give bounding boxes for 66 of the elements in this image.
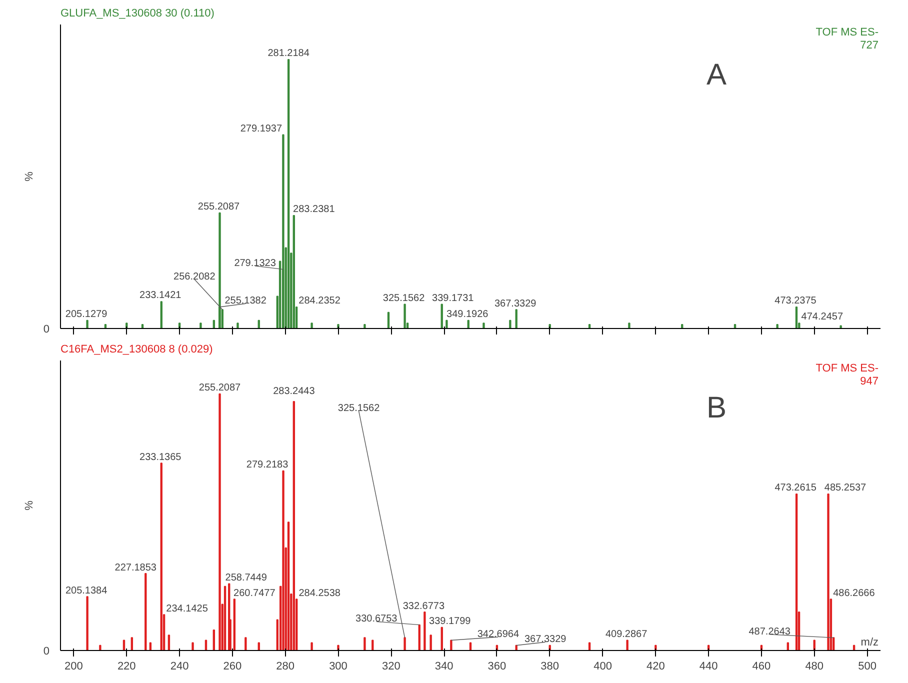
x-tick-label: 300 — [329, 660, 348, 672]
annotation: 233.1421 — [140, 290, 182, 302]
text: 727 — [860, 40, 879, 52]
annotation: 339.1731 — [432, 292, 474, 304]
y-axis-title: % — [23, 171, 36, 182]
x-tick-label: 360 — [488, 660, 506, 672]
annotation: 281.2184 — [268, 48, 310, 60]
x-tick-label: 240 — [170, 660, 189, 672]
x-tick-label: 500 — [858, 660, 876, 672]
annotation: 227.1853 — [114, 562, 157, 574]
annotation: 332.6773 — [402, 600, 445, 612]
x-tick-label: 220 — [117, 660, 136, 672]
x-tick-label: 340 — [434, 660, 454, 672]
annotation: 367.3329 — [494, 298, 537, 310]
x-tick-label: 440 — [699, 660, 718, 672]
annotation: 279.2183 — [246, 460, 289, 471]
annotation: 474.2457 — [801, 312, 844, 323]
x-tick-label: 380 — [540, 660, 560, 672]
x-axis-title: m/z — [860, 636, 879, 648]
chart-title: GLUFA_MS_130608 30 (0.110) — [60, 8, 214, 20]
annotation: 283.2443 — [273, 386, 316, 398]
text: 0 — [43, 324, 50, 336]
annotation: 234.1425 — [166, 603, 208, 614]
annotation: 349.1926 — [446, 309, 489, 320]
text: TOF MS ES- — [816, 362, 879, 374]
annotation: 256.2082 — [174, 271, 216, 282]
annotation: 283.2381 — [293, 204, 336, 216]
text: TOF MS ES- — [816, 26, 879, 38]
x-tick-label: 260 — [223, 660, 242, 672]
x-tick-label: 280 — [276, 660, 295, 672]
annotation: 367.3329 — [524, 634, 567, 646]
annotation: 486.2666 — [833, 588, 876, 599]
annotation: 279.1937 — [240, 123, 282, 134]
x-tick-label: 420 — [646, 660, 665, 672]
x-tick-label: 320 — [382, 660, 400, 672]
annotation: 342.6964 — [477, 629, 520, 640]
annotation: 260.7477 — [234, 588, 276, 599]
annotation: 233.1365 — [140, 452, 182, 463]
chart-title: C16FA_MS2_130608 8 (0.029) — [60, 344, 213, 356]
annotation: 473.2375 — [774, 296, 817, 307]
annotation: 255.2087 — [198, 382, 242, 394]
annotation: 205.1279 — [65, 309, 108, 320]
annotation: 330.6753 — [356, 614, 398, 625]
annotation: 284.2352 — [298, 296, 341, 307]
annotation: 485.2537 — [824, 482, 867, 494]
annotation: 325.1562 — [338, 403, 380, 414]
annotation: 255.1382 — [224, 296, 267, 307]
x-tick-label: 480 — [805, 660, 824, 672]
annotation: 325.1562 — [382, 292, 426, 304]
annotation: 258.7449 — [225, 572, 268, 584]
annotation: 473.2615 — [774, 482, 817, 494]
text: 947 — [860, 376, 879, 388]
annotation: 339.1799 — [429, 616, 472, 628]
annotation: B — [706, 391, 727, 424]
annotation: 284.2538 — [298, 588, 341, 599]
annotation: A — [706, 58, 727, 92]
y-axis-title: % — [23, 500, 36, 510]
annotation: 487.2643 — [748, 626, 791, 638]
annotation: 409.2867 — [605, 629, 648, 640]
x-tick-label: 200 — [64, 660, 83, 672]
annotation: 255.2087 — [198, 201, 240, 212]
x-tick-label: 460 — [752, 660, 771, 672]
annotation: 279.1323 — [234, 258, 276, 269]
x-tick-label: 400 — [594, 660, 612, 672]
annotation: 205.1384 — [65, 585, 108, 596]
text: 0 — [43, 646, 50, 658]
